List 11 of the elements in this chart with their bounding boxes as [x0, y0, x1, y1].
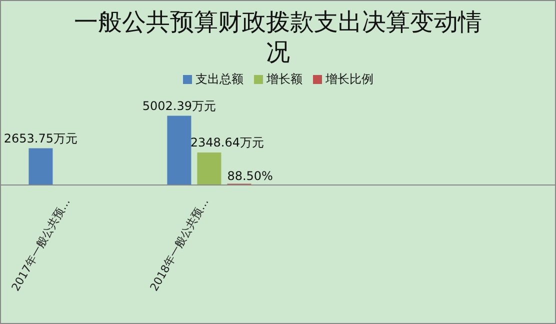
data-label: 5002.39万元 [142, 98, 216, 113]
bar [167, 116, 192, 185]
data-label: 2348.64万元 [190, 135, 264, 150]
chart-title: 一般公共预算财政拨款支出决算变动情况 [73, 7, 483, 67]
data-label: 88.50% [227, 168, 273, 183]
legend-label: 增长额 [266, 71, 302, 88]
legend-label: 增长比例 [324, 71, 374, 88]
bar [28, 148, 53, 185]
legend-label: 支出总额 [194, 71, 244, 88]
bar [197, 152, 222, 185]
data-label: 2653.75万元 [4, 131, 78, 146]
